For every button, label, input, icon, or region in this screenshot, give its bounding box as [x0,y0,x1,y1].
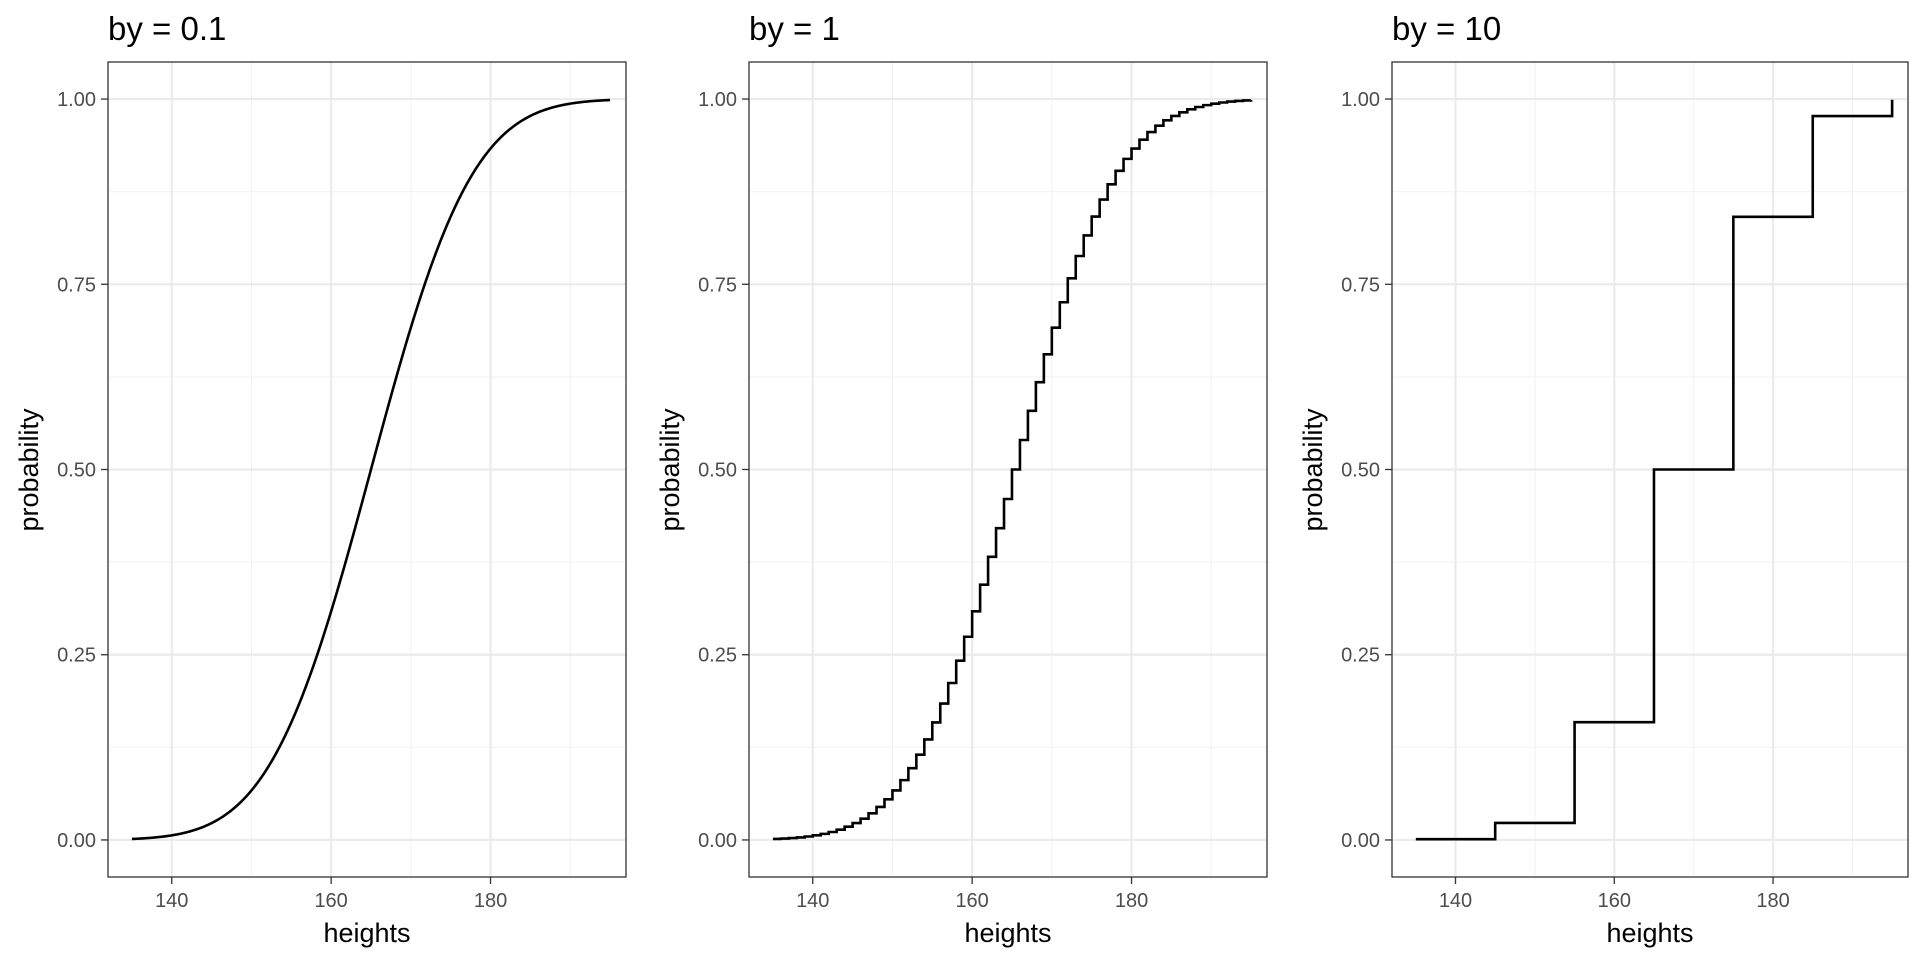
x-axis-title: heights [964,918,1051,948]
y-tick-label: 0.00 [57,830,96,852]
y-tick-label: 0.25 [57,645,96,667]
y-axis-title: probability [1298,408,1328,532]
x-tick-label: 160 [314,890,347,912]
panel-by-0-1: by = 0.1 140 160 180 0.00 0.25 0.50 0.75 1.00 h… [14,10,627,948]
panel-title: by = 0.1 [108,10,226,47]
panel-by-1: by = 1 140 160 180 0.00 0.25 0.50 0.75 1.00 hei… [655,10,1268,948]
y-tick-label: 0.00 [1341,830,1380,852]
y-tick-label: 0.75 [57,274,96,296]
y-tick-label: 1.00 [57,89,96,111]
y-tick-label: 1.00 [698,89,737,111]
y-tick-label: 0.50 [57,460,96,482]
y-tick-label: 0.00 [698,830,737,852]
x-axis-title: heights [1606,918,1693,948]
x-tick-label: 140 [155,890,188,912]
x-tick-label: 140 [1439,890,1472,912]
y-tick-label: 1.00 [1341,89,1380,111]
cdf-series-line [772,99,1253,841]
x-tick-label: 160 [955,890,988,912]
cdf-series-line [131,98,611,841]
panel-title: by = 10 [1392,10,1501,47]
y-tick-label: 0.50 [1341,460,1380,482]
y-axis-title: probability [14,408,44,532]
y-tick-label: 0.50 [698,460,737,482]
x-tick-label: 180 [1756,890,1789,912]
y-tick-label: 0.25 [1341,645,1380,667]
panel-title: by = 1 [749,10,840,47]
x-tick-label: 180 [474,890,507,912]
cdf-series-line [1415,99,1894,841]
x-axis-title: heights [323,918,410,948]
y-axis-title: probability [655,408,685,532]
y-tick-label: 0.25 [698,645,737,667]
y-tick-label: 0.75 [1341,274,1380,296]
x-tick-label: 180 [1115,890,1148,912]
x-tick-label: 160 [1598,890,1631,912]
x-tick-label: 140 [796,890,829,912]
panel-by-10: by = 10 140 160 180 0.00 0.25 0.50 0.75 1.00 he… [1298,10,1909,948]
y-tick-label: 0.75 [698,274,737,296]
